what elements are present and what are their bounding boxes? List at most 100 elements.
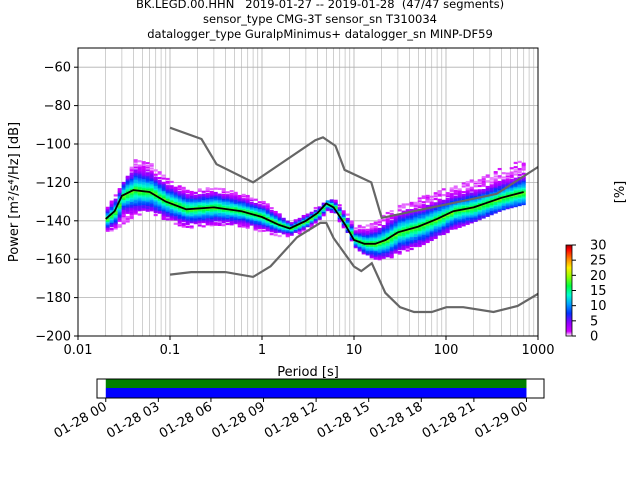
density-cell xyxy=(485,185,490,189)
density-cell xyxy=(413,229,418,232)
density-cell xyxy=(149,207,154,210)
density-cell xyxy=(369,241,374,244)
y-tick-label: −80 xyxy=(44,99,71,114)
density-cell xyxy=(113,220,118,223)
density-cell xyxy=(153,201,158,204)
density-cell xyxy=(437,205,442,209)
density-cell xyxy=(245,222,250,225)
density-cell xyxy=(453,205,458,208)
density-cell xyxy=(429,233,434,236)
density-cell xyxy=(205,211,210,214)
density-cell xyxy=(433,226,438,229)
density-cell xyxy=(369,228,374,231)
density-cell xyxy=(501,198,506,201)
density-cell xyxy=(381,233,386,236)
density-cell xyxy=(117,225,122,228)
density-cell xyxy=(173,201,178,204)
density-cell xyxy=(241,213,246,217)
density-cell xyxy=(493,175,498,178)
density-cell xyxy=(133,203,138,207)
density-cell xyxy=(373,238,378,242)
density-cell xyxy=(513,190,518,193)
density-cell xyxy=(249,197,254,200)
density-cell xyxy=(181,199,186,202)
density-cell xyxy=(413,216,418,219)
density-cell xyxy=(217,202,222,205)
density-cell xyxy=(305,213,310,216)
density-cell xyxy=(201,220,206,224)
density-cell xyxy=(281,227,286,231)
density-cell xyxy=(449,204,454,207)
density-cell xyxy=(277,217,282,220)
density-cell xyxy=(413,211,418,215)
density-cell xyxy=(229,215,234,219)
density-cell xyxy=(201,225,206,228)
density-cell xyxy=(189,225,194,228)
density-cell xyxy=(397,252,402,255)
density-cell xyxy=(141,179,146,183)
density-cell xyxy=(437,211,442,214)
density-cell xyxy=(177,192,182,195)
density-cell xyxy=(401,219,406,222)
density-cell xyxy=(161,190,166,193)
density-cell xyxy=(321,214,326,217)
density-cell xyxy=(393,234,398,237)
density-cell xyxy=(369,224,374,227)
density-cell xyxy=(193,217,198,220)
density-cell xyxy=(401,232,406,235)
density-cell xyxy=(145,162,150,165)
density-cell xyxy=(337,218,342,221)
density-cell xyxy=(341,218,346,222)
density-cell xyxy=(213,212,218,215)
density-cell xyxy=(461,209,466,213)
density-cell xyxy=(477,202,482,205)
density-cell xyxy=(205,194,210,197)
density-cell xyxy=(353,230,358,233)
density-cell xyxy=(173,215,178,218)
density-cell xyxy=(461,215,466,218)
density-cell xyxy=(217,187,222,191)
density-cell xyxy=(225,198,230,201)
density-cell xyxy=(509,180,514,183)
density-cell xyxy=(141,208,146,211)
density-cell xyxy=(421,215,426,218)
density-cell xyxy=(481,216,486,219)
density-cell xyxy=(433,212,438,215)
density-cell xyxy=(113,201,118,204)
density-cell xyxy=(145,195,150,198)
density-cell xyxy=(465,215,470,218)
density-cell xyxy=(177,212,182,215)
density-cell xyxy=(433,231,438,234)
density-cell xyxy=(145,164,150,168)
density-cell xyxy=(249,221,254,225)
density-cell xyxy=(117,215,122,218)
density-cell xyxy=(201,196,206,199)
density-cell xyxy=(405,235,410,238)
density-cell xyxy=(365,228,370,231)
density-cell xyxy=(193,211,198,215)
density-cell xyxy=(121,199,126,202)
density-cell xyxy=(373,250,378,253)
density-cell xyxy=(457,224,462,227)
density-cell xyxy=(365,253,370,256)
density-cell xyxy=(429,198,434,201)
density-cell xyxy=(217,210,222,214)
density-cell xyxy=(205,217,210,220)
density-cell xyxy=(137,160,142,163)
density-cell xyxy=(293,227,298,231)
density-cell xyxy=(137,201,142,205)
density-cell xyxy=(137,180,142,183)
timeline-bars xyxy=(105,379,527,398)
density-cell xyxy=(285,223,290,226)
density-cell xyxy=(453,221,458,224)
density-cell xyxy=(309,214,314,217)
density-cell xyxy=(365,247,370,250)
density-cell xyxy=(133,200,138,204)
density-cell xyxy=(373,246,378,249)
density-cell xyxy=(489,195,494,198)
density-cell xyxy=(361,232,366,235)
density-cell xyxy=(141,191,146,194)
density-cell xyxy=(333,211,338,214)
density-cell xyxy=(417,206,422,209)
density-cell xyxy=(453,208,458,211)
